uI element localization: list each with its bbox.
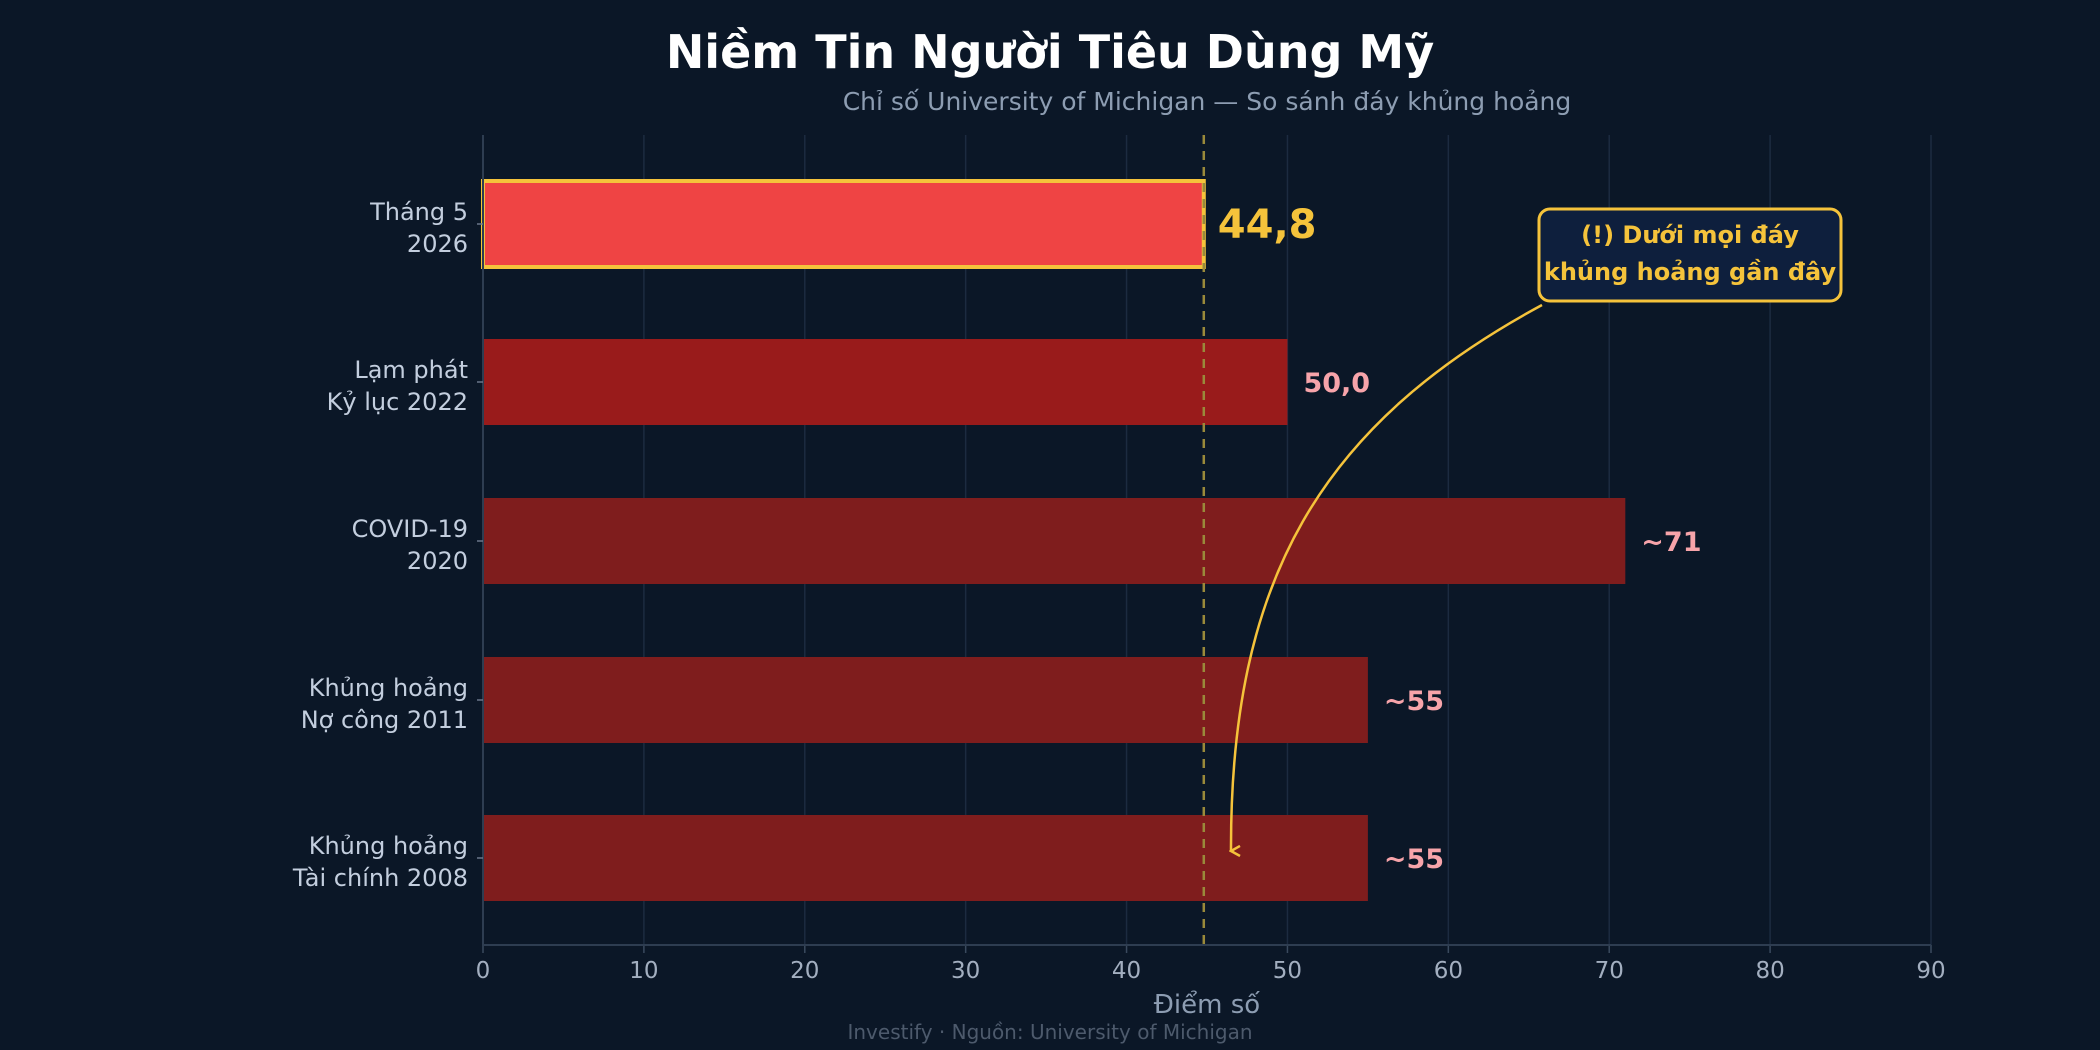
category-label-2: COVID-19 2020 xyxy=(352,515,468,575)
x-tick-label-70: 70 xyxy=(1595,958,1624,984)
annotation-box xyxy=(1537,207,1843,303)
bar-1 xyxy=(483,339,1288,425)
bar-3 xyxy=(483,657,1368,743)
category-label-0: Tháng 5 2026 xyxy=(369,198,468,258)
chart-subtitle: Chỉ số University of Michigan — So sánh … xyxy=(843,87,1572,116)
value-label-3: ~55 xyxy=(1384,686,1444,717)
annotation: (!) Dưới mọi đáy khủng hoảng gần đây xyxy=(1231,207,1843,851)
value-label-2: ~71 xyxy=(1641,527,1701,558)
x-tick-label-10: 10 xyxy=(629,958,658,984)
x-tick-label-90: 90 xyxy=(1916,958,1945,984)
annotation-text-0: (!) Dưới mọi đáy xyxy=(1581,221,1799,249)
x-tick-label-0: 0 xyxy=(476,958,491,984)
x-tick-label-50: 50 xyxy=(1273,958,1302,984)
x-tick-label-30: 30 xyxy=(951,958,980,984)
value-labels: 44,8 50,0 ~71 ~55 ~55 xyxy=(1218,202,1702,875)
annotation-arrow xyxy=(1231,303,1543,851)
value-label-0: 44,8 xyxy=(1218,202,1317,248)
value-label-1: 50,0 xyxy=(1303,368,1370,399)
x-axis-title: Điểm số xyxy=(1154,989,1261,1020)
bar-0 xyxy=(481,179,1206,269)
category-label-3: Khủng hoảng Nợ công 2011 xyxy=(301,674,468,734)
category-label-1: Lạm phát Kỷ lục 2022 xyxy=(327,356,468,416)
x-tick-label-60: 60 xyxy=(1434,958,1463,984)
x-tick-label-40: 40 xyxy=(1112,958,1141,984)
x-tick-label-20: 20 xyxy=(790,958,819,984)
annotation-text-1: khủng hoảng gần đây xyxy=(1544,258,1837,286)
chart-title: Niềm Tin Người Tiêu Dùng Mỹ xyxy=(666,25,1434,79)
bar-4 xyxy=(483,815,1368,901)
x-axis: 0 10 20 30 40 50 60 70 80 90 xyxy=(476,135,1946,984)
footer-source: Investify · Nguồn: University of Michiga… xyxy=(847,1020,1252,1044)
bar-2 xyxy=(483,498,1626,584)
category-label-4: Khủng hoảng Tài chính 2008 xyxy=(292,832,468,892)
bars xyxy=(481,179,1626,901)
category-labels: Tháng 5 2026 Lạm phát Kỷ lục 2022 COVID-19 20… xyxy=(292,198,483,892)
x-tick-label-80: 80 xyxy=(1755,958,1784,984)
value-label-4: ~55 xyxy=(1384,844,1444,875)
